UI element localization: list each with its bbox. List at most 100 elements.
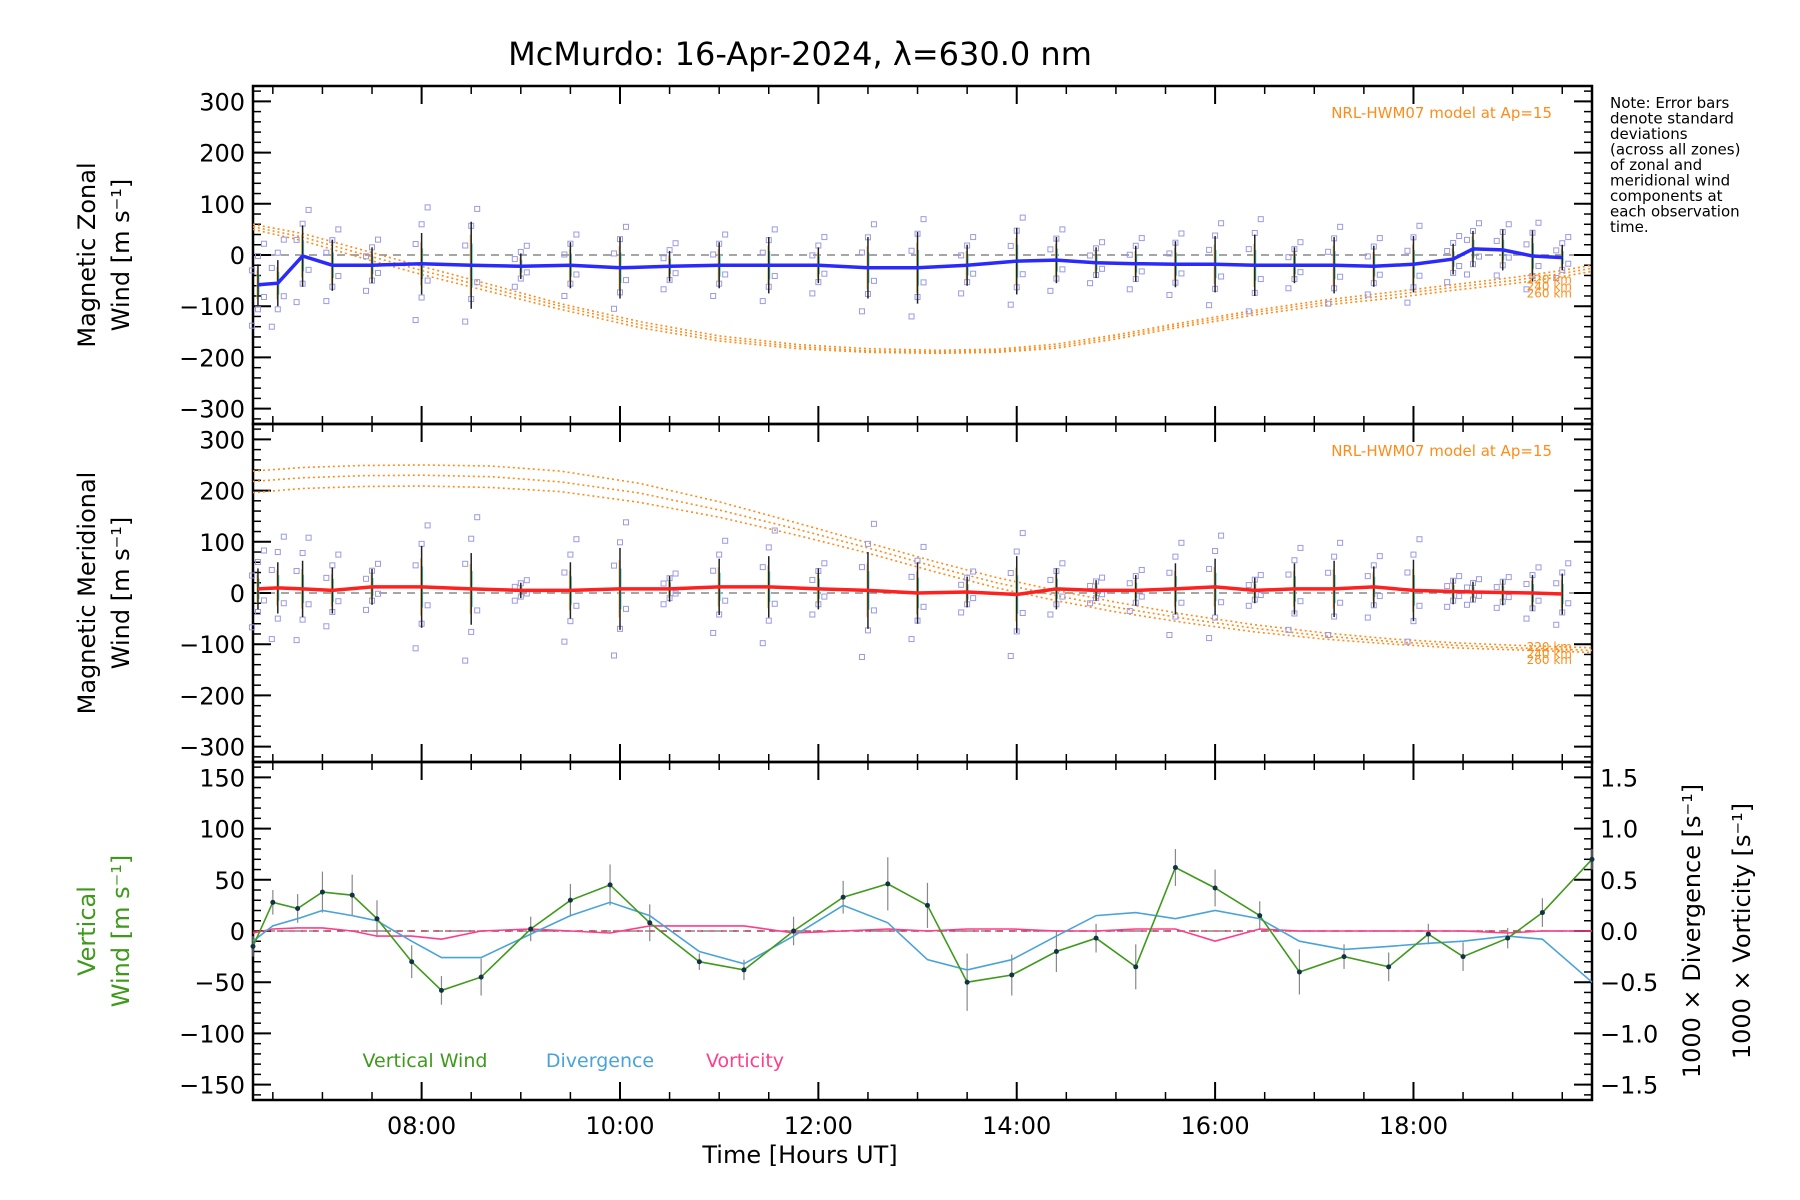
- raw-sample: [710, 567, 717, 574]
- vertical-wind-point: [349, 892, 355, 898]
- altitude-label: 220 km: [1527, 273, 1572, 287]
- raw-sample: [1505, 574, 1512, 581]
- raw-sample: [1166, 631, 1173, 638]
- raw-sample: [672, 240, 679, 247]
- raw-sample: [722, 231, 729, 238]
- mean-wind-line: [257, 585, 1563, 597]
- raw-sample: [1007, 242, 1014, 249]
- raw-sample: [1553, 275, 1560, 282]
- vertical-wind-point: [607, 882, 613, 888]
- raw-sample: [1285, 254, 1292, 261]
- raw-sample: [970, 234, 977, 241]
- raw-sample: [268, 323, 275, 330]
- raw-sample: [710, 292, 717, 299]
- raw-sample: [260, 597, 267, 604]
- raw-sample: [864, 540, 871, 547]
- vertical-wind-point: [374, 916, 380, 922]
- raw-sample: [821, 593, 828, 600]
- raw-sample: [1212, 614, 1219, 621]
- raw-sample: [1376, 271, 1383, 278]
- raw-sample: [1523, 615, 1530, 622]
- y-tick-label: −300: [179, 396, 245, 424]
- raw-sample: [412, 645, 419, 652]
- vorticity-line: [252, 925, 1592, 943]
- raw-sample: [1138, 235, 1145, 242]
- meridional-panel: 300 200 100 0 −100 −200 −300 Magnetic Meridiona…: [73, 422, 1594, 764]
- vertical-wind-point: [1296, 969, 1302, 975]
- x-tick-label: 16:00: [1181, 1112, 1250, 1140]
- note-line: each observation: [1610, 203, 1740, 221]
- raw-sample: [1553, 247, 1560, 254]
- vertical-wind-point: [1133, 964, 1139, 970]
- raw-sample: [765, 544, 772, 551]
- raw-sample: [821, 560, 828, 567]
- raw-sample: [511, 597, 518, 604]
- raw-sample: [870, 221, 877, 228]
- vertical-wind-point: [647, 920, 653, 926]
- raw-sample: [858, 564, 865, 571]
- raw-sample: [1444, 603, 1451, 610]
- y2-tick-label: 1.5: [1600, 764, 1638, 792]
- raw-sample: [268, 566, 275, 573]
- altitude-label: 220 km: [1527, 640, 1572, 654]
- raw-sample: [1047, 287, 1054, 294]
- raw-sample: [1463, 271, 1470, 278]
- raw-sample: [305, 534, 312, 541]
- raw-sample: [1047, 246, 1054, 253]
- altitude-label: 240 km: [1527, 647, 1572, 661]
- raw-sample: [293, 637, 300, 644]
- raw-sample: [722, 537, 729, 544]
- y-tick-label: −150: [179, 1072, 245, 1100]
- raw-sample: [561, 569, 568, 576]
- note-line: of zonal and: [1610, 156, 1702, 174]
- raw-sample: [1166, 569, 1173, 576]
- raw-sample: [1376, 235, 1383, 242]
- raw-sample: [1218, 220, 1225, 227]
- raw-sample: [1245, 308, 1252, 315]
- y-tick-label: 0: [230, 242, 245, 270]
- raw-sample: [363, 606, 370, 613]
- raw-sample: [323, 249, 330, 256]
- raw-sample: [765, 617, 772, 624]
- x-tick-label: 18:00: [1379, 1112, 1448, 1140]
- y-axis-title: Magnetic Meridional Wind [m s⁻¹]: [73, 472, 135, 715]
- raw-sample: [1565, 600, 1572, 607]
- raw-sample: [610, 250, 617, 257]
- raw-sample: [1444, 248, 1451, 255]
- raw-sample: [375, 560, 382, 567]
- raw-sample: [1245, 602, 1252, 609]
- y-tick-label: −200: [179, 344, 245, 372]
- raw-sample: [523, 269, 530, 276]
- raw-sample: [610, 305, 617, 312]
- raw-sample: [1178, 599, 1185, 606]
- raw-sample: [1404, 299, 1411, 306]
- note-line: denote standard: [1610, 110, 1734, 128]
- raw-sample: [1019, 214, 1026, 221]
- y2-tick-label: 0.0: [1600, 918, 1638, 946]
- raw-sample: [248, 624, 255, 631]
- raw-sample: [809, 611, 816, 618]
- y-tick-label: 200: [199, 140, 245, 168]
- raw-sample: [1099, 239, 1106, 246]
- raw-sample: [722, 597, 729, 604]
- raw-sample: [260, 547, 267, 554]
- y-tick-label: −100: [179, 1020, 245, 1048]
- raw-sample: [274, 549, 281, 556]
- y-tick-label: −50: [194, 969, 245, 997]
- raw-sample: [1337, 223, 1344, 230]
- vertical-wind-point: [438, 987, 444, 993]
- raw-sample: [1178, 539, 1185, 546]
- raw-sample: [1337, 539, 1344, 546]
- raw-sample: [1416, 222, 1423, 229]
- y-tick-label: 0: [230, 580, 245, 608]
- raw-sample: [462, 318, 469, 325]
- raw-sample: [1493, 272, 1500, 279]
- raw-sample: [474, 205, 481, 212]
- vertical-wind-point: [1257, 913, 1263, 919]
- raw-sample: [1059, 593, 1066, 600]
- raw-sample: [1416, 536, 1423, 543]
- legend-item: Vertical Wind: [363, 1050, 488, 1072]
- y2-tick-label: 1.0: [1600, 816, 1638, 844]
- raw-sample: [710, 251, 717, 258]
